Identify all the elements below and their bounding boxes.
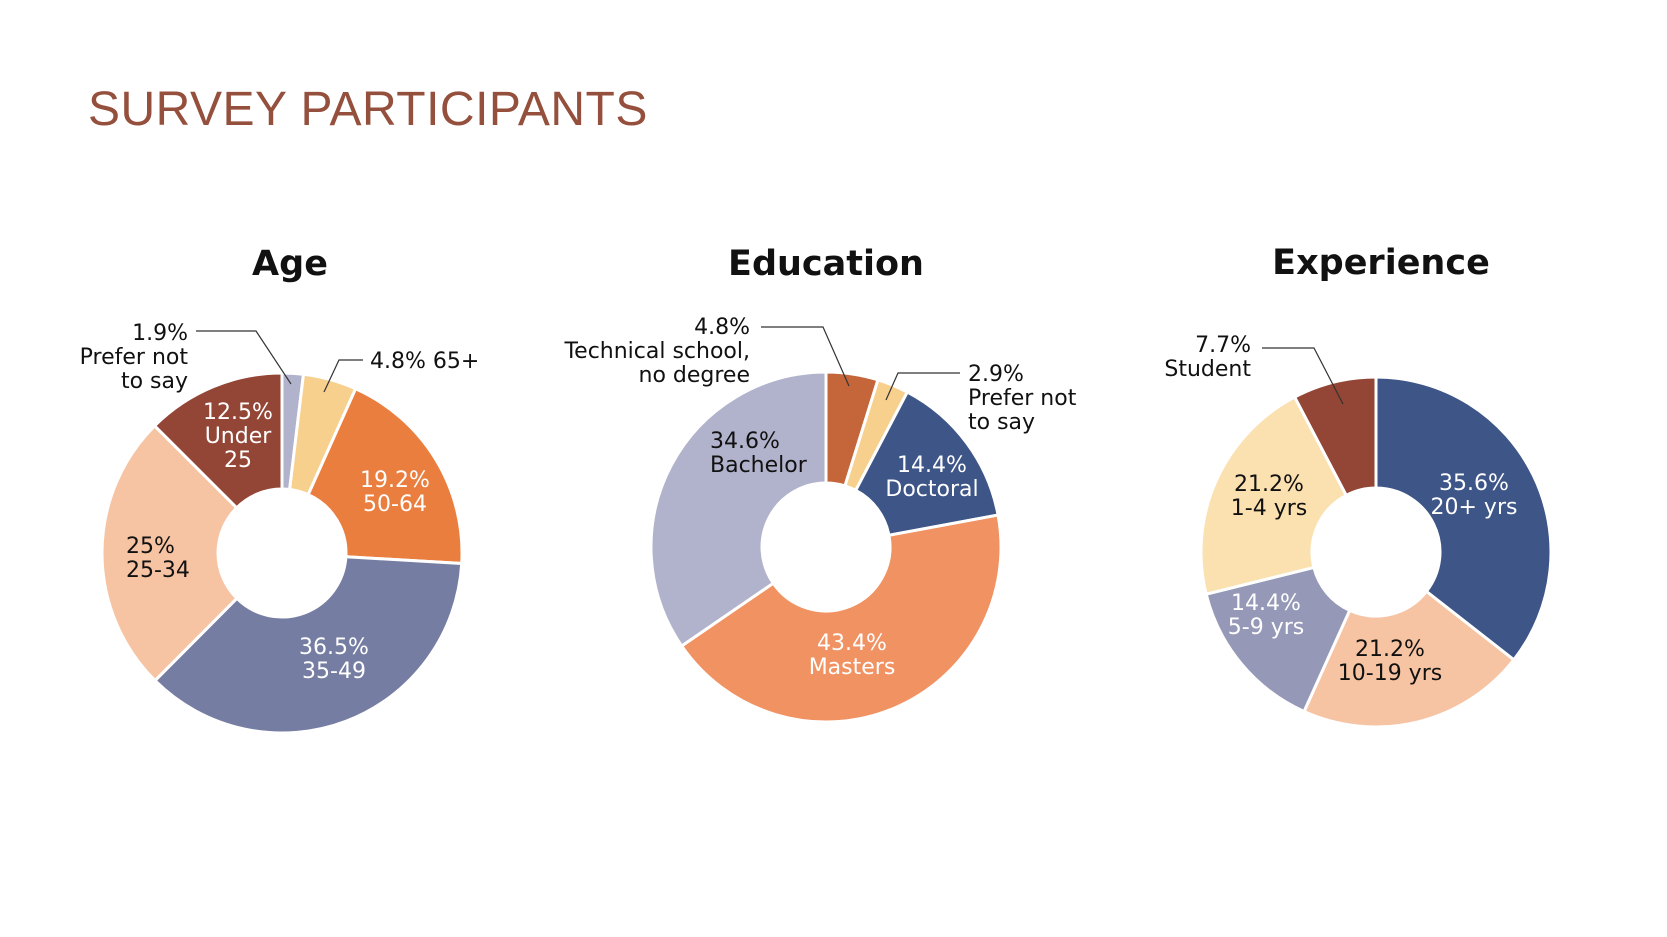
donut-chart-age: Age 1.9% Prefer not to say 4.8% 65+ 19.2% 50-6… <box>80 244 479 735</box>
data-label: 34.6% Bachelor <box>710 429 808 478</box>
leader-line <box>1262 347 1344 405</box>
chart-title: Age <box>252 244 328 284</box>
data-label: 1.9% Prefer not to say <box>80 321 189 394</box>
data-label: 19.2% 50-64 <box>360 468 430 517</box>
data-label: 12.5% Under 25 <box>203 400 273 473</box>
chart-title: Experience <box>1272 243 1490 283</box>
leader-line <box>196 330 292 385</box>
data-label: 7.7% Student <box>1164 333 1251 382</box>
donut-chart-education: Education 4.8% Technical school, no degree 2… <box>563 244 1077 724</box>
data-label: 43.4% Masters <box>809 631 896 680</box>
donut-slice-student <box>1292 375 1378 498</box>
donut-slice-1-4-yrs <box>1199 395 1349 596</box>
leader-line <box>761 326 850 387</box>
data-label: 21.2% 10-19 yrs <box>1338 637 1442 686</box>
donut-slice-5-9-yrs <box>1204 565 1352 714</box>
donut-slice-under-25 <box>152 371 284 510</box>
data-label: 2.9% Prefer not to say <box>968 362 1077 435</box>
data-label: 25% 25-34 <box>126 534 190 583</box>
donut-slice-20-yrs <box>1374 375 1553 662</box>
data-label: 4.8% 65+ <box>370 349 479 374</box>
data-label: 14.4% Doctoral <box>885 453 978 502</box>
donut-slice-50-64 <box>306 386 464 566</box>
leader-line <box>323 359 363 393</box>
donut-slice-doctoral <box>853 390 1000 538</box>
page-title: SURVEY PARTICIPANTS <box>88 83 648 136</box>
leader-line <box>885 372 960 401</box>
data-label: 35.6% 20+ yrs <box>1431 471 1518 520</box>
data-label: 36.5% 35-49 <box>299 635 369 684</box>
data-label: 21.2% 1-4 yrs <box>1231 472 1307 521</box>
chart-title: Education <box>728 244 924 284</box>
donut-slice-masters <box>679 513 1003 724</box>
donut-chart-experience: Experience 35.6% 20+ yrs 21.2% 10-19 yrs 14.4… <box>1164 243 1553 729</box>
donut-slice-10-19-yrs <box>1302 589 1516 729</box>
data-label: 14.4% 5-9 yrs <box>1228 591 1304 640</box>
donut-slice-25-34 <box>100 423 239 683</box>
donut-slice-35-49 <box>152 555 464 735</box>
donut-slice-bachelor <box>649 370 828 649</box>
data-label: 4.8% Technical school, no degree <box>563 315 750 388</box>
